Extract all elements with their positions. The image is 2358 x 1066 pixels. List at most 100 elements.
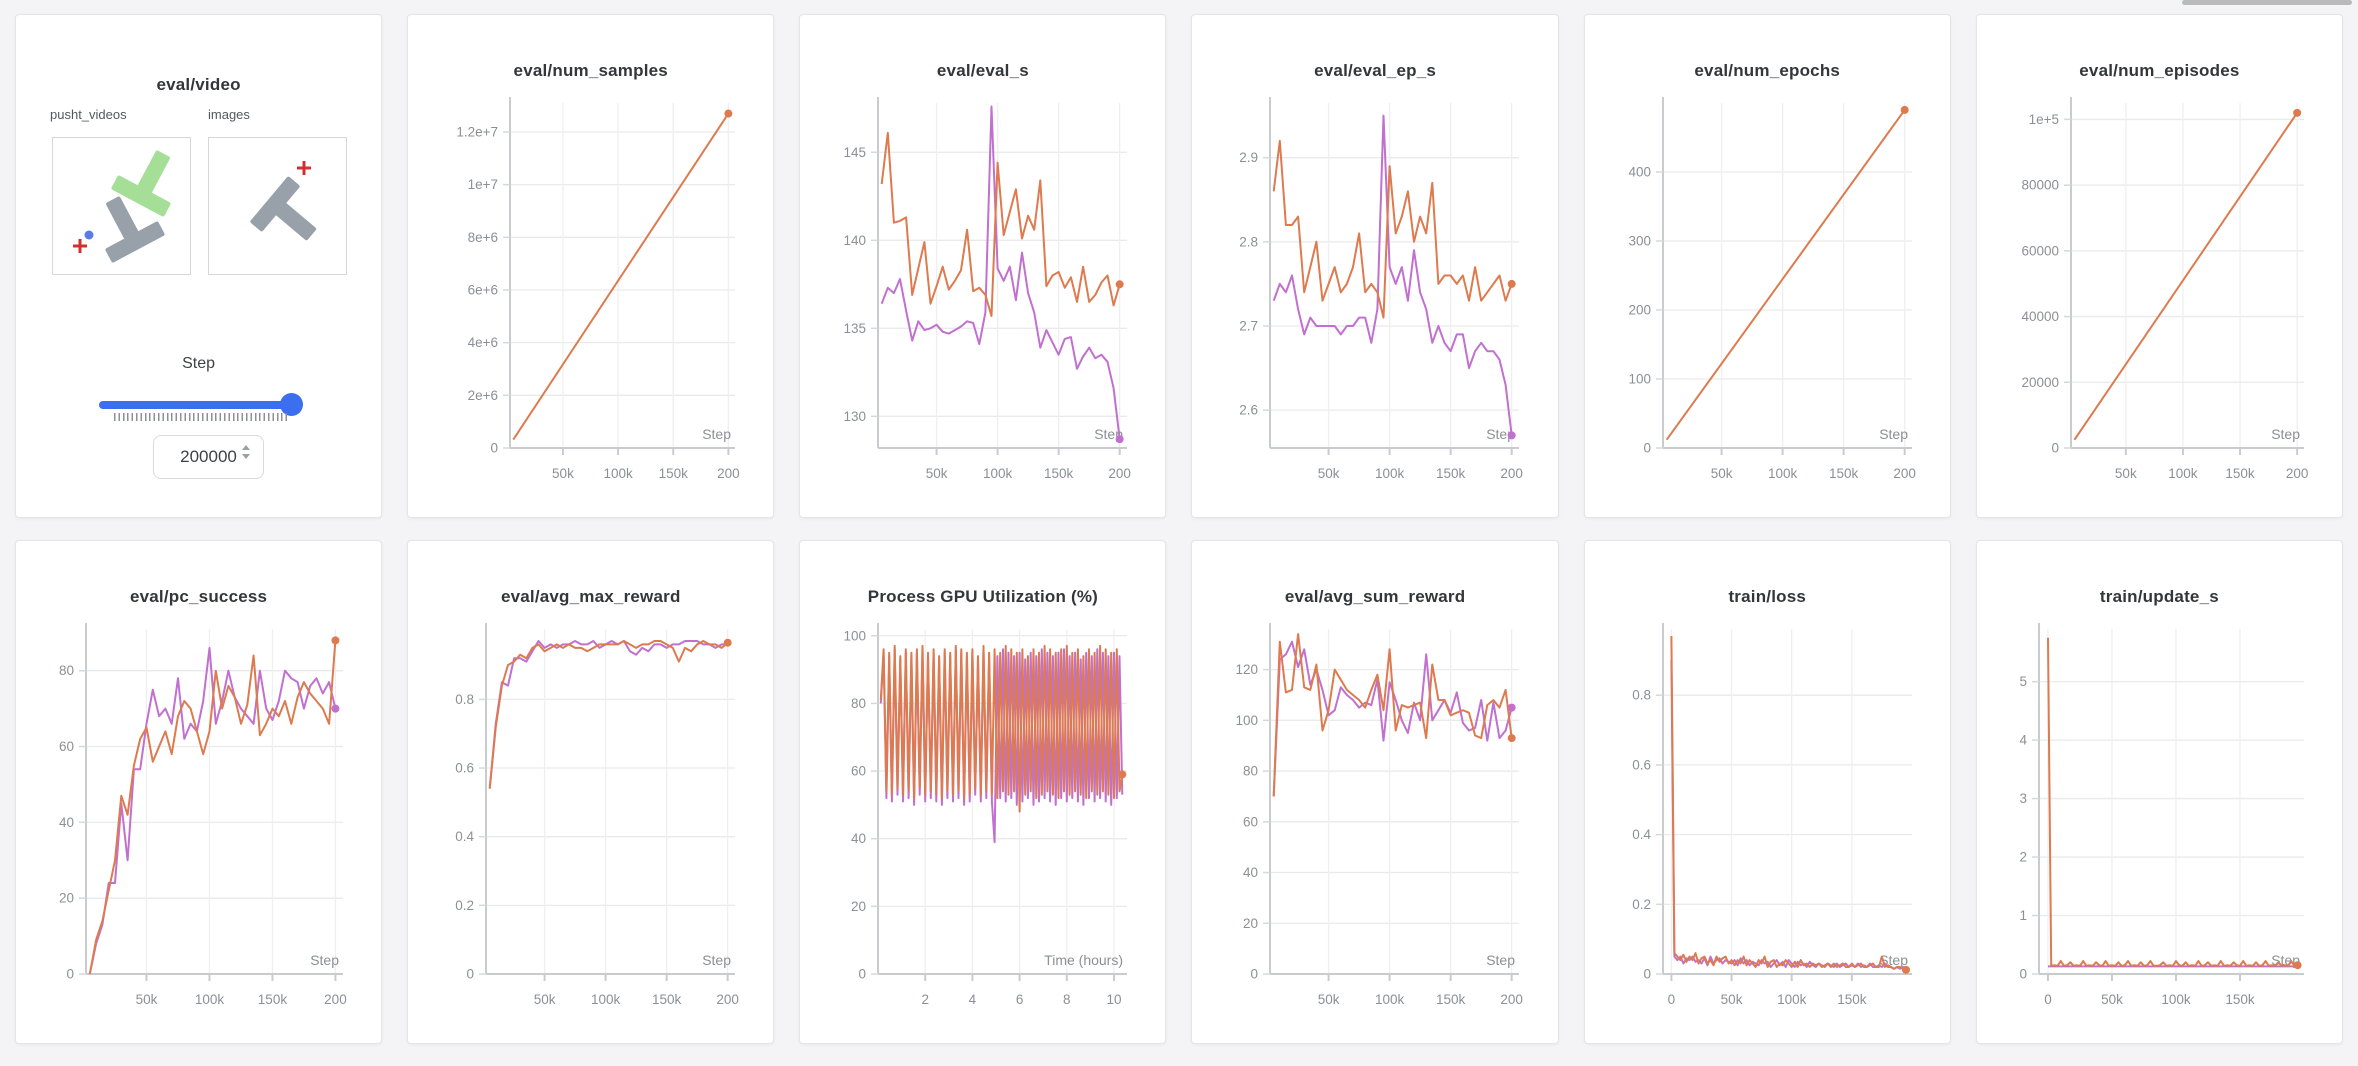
y-tick-label: 20 bbox=[59, 891, 74, 906]
x-tick-label: 200 bbox=[717, 992, 740, 1007]
series-line-purple bbox=[88, 647, 337, 975]
chart-panel-eval_eval_s: eval/eval_s 130 135 140 145 50k 100k 150k 200 St… bbox=[799, 14, 1167, 518]
chart-title: eval/avg_max_reward bbox=[500, 587, 681, 606]
chart-title: train/loss bbox=[1728, 587, 1807, 606]
chart-title: eval/num_episodes bbox=[2079, 61, 2240, 80]
pusht-scene bbox=[73, 150, 171, 263]
horizontal-scrollbar-thumb[interactable] bbox=[2182, 0, 2352, 5]
gray-t-shape bbox=[105, 196, 165, 263]
x-tick-label: 150k bbox=[1837, 992, 1867, 1007]
y-tick-label: 0 bbox=[1643, 967, 1651, 982]
series-line-orange bbox=[881, 131, 1121, 317]
y-tick-label: 1.2e+7 bbox=[456, 124, 498, 139]
y-tick-label: 0.2 bbox=[1632, 897, 1651, 912]
green-t-shape bbox=[111, 150, 171, 217]
y-tick-label: 8e+6 bbox=[468, 230, 498, 245]
series-endpoint-dot-orange bbox=[1508, 279, 1517, 288]
step-slider-track[interactable] bbox=[99, 401, 296, 409]
series-line-purple bbox=[1273, 640, 1514, 797]
chart-panel-gpu_utilization: Process GPU Utilization (%) 0 20 40 60 80 100… bbox=[799, 540, 1167, 1044]
x-tick-label: 150k bbox=[1436, 466, 1466, 481]
x-axis-label: Step bbox=[310, 952, 339, 968]
x-tick-label: 150k bbox=[258, 992, 288, 1007]
agent-dot bbox=[84, 230, 94, 240]
series-endpoint-dot-purple bbox=[1508, 703, 1517, 712]
chart-plot[interactable]: 0 20 40 60 80 100 120 50k 100k 150k 200 Step bbox=[1192, 609, 1557, 1044]
x-tick-label: 50k bbox=[1318, 466, 1340, 481]
chart-plot[interactable]: 0 0.2 0.4 0.6 0.8 50k 100k 150k 200 Step bbox=[408, 609, 773, 1044]
y-tick-label: 120 bbox=[1236, 662, 1259, 677]
series-endpoint-dot-orange bbox=[1901, 965, 1910, 974]
series-endpoint-dot-purple bbox=[1116, 435, 1125, 444]
step-slider-thumb[interactable] bbox=[280, 393, 303, 416]
x-tick-label: 200 bbox=[1893, 466, 1916, 481]
x-tick-label: 150k bbox=[1436, 992, 1466, 1007]
x-tick-label: 200 bbox=[2286, 466, 2309, 481]
x-axis-label: Step bbox=[1879, 426, 1908, 442]
y-tick-label: 2.8 bbox=[1240, 234, 1259, 249]
y-tick-label: 1e+7 bbox=[468, 177, 498, 192]
x-tick-label: 50k bbox=[1720, 992, 1742, 1007]
x-tick-label: 100k bbox=[1375, 992, 1405, 1007]
x-axis-label: Step bbox=[702, 426, 731, 442]
series-line-orange bbox=[1665, 109, 1906, 441]
series-endpoint-dot-purple bbox=[1508, 431, 1517, 440]
y-tick-label: 100 bbox=[844, 628, 867, 643]
y-tick-label: 80 bbox=[59, 663, 74, 678]
video-thumbnail-images[interactable] bbox=[208, 137, 347, 275]
y-tick-label: 80 bbox=[851, 696, 866, 711]
y-tick-label: 0.8 bbox=[1632, 688, 1651, 703]
x-tick-label: 10 bbox=[1107, 992, 1122, 1007]
decrement-icon[interactable] bbox=[242, 454, 250, 459]
chart-title: eval/num_samples bbox=[513, 61, 668, 80]
x-tick-label: 100k bbox=[1777, 992, 1807, 1007]
y-tick-label: 135 bbox=[844, 321, 867, 336]
y-tick-label: 300 bbox=[1628, 234, 1651, 249]
chart-panel-eval_num_episodes: eval/num_episodes 0 20000 40000 60000 80000 1… bbox=[1975, 14, 2343, 518]
x-tick-label: 100k bbox=[604, 466, 634, 481]
x-tick-label: 150k bbox=[2225, 466, 2255, 481]
increment-icon[interactable] bbox=[242, 445, 250, 450]
x-tick-label: 4 bbox=[969, 992, 977, 1007]
x-tick-label: 6 bbox=[1016, 992, 1024, 1007]
x-tick-label: 50k bbox=[1318, 992, 1340, 1007]
series-line-purple bbox=[1670, 660, 1907, 970]
x-axis-label: Time (hours) bbox=[1045, 952, 1124, 968]
series-line-purple bbox=[1273, 114, 1514, 436]
y-tick-label: 400 bbox=[1628, 165, 1651, 180]
media-key-label: pusht_videos bbox=[50, 107, 127, 122]
y-tick-label: 40000 bbox=[2021, 309, 2059, 324]
chart-plot[interactable]: 0 2e+6 4e+6 6e+6 8e+6 1e+7 1.2e+7 50k 100k 150k 20… bbox=[408, 83, 773, 518]
y-tick-label: 1e+5 bbox=[2028, 112, 2058, 127]
y-tick-label: 130 bbox=[844, 409, 867, 424]
series-line-orange bbox=[1273, 139, 1514, 319]
x-tick-label: 200 bbox=[1501, 992, 1524, 1007]
chart-plot[interactable]: 0 20000 40000 60000 80000 1e+5 50k 100k 150k 200 S… bbox=[1977, 83, 2342, 518]
y-tick-label: 2 bbox=[2019, 850, 2027, 865]
y-tick-label: 5 bbox=[2019, 674, 2027, 689]
chart-plot[interactable]: 0 20 40 60 80 100 2 4 6 8 10 Time (hours) bbox=[800, 609, 1165, 1044]
y-tick-label: 0.2 bbox=[455, 898, 474, 913]
y-tick-label: 100 bbox=[1236, 713, 1259, 728]
goal-cross-icon bbox=[73, 239, 87, 253]
x-tick-label: 150k bbox=[2225, 992, 2255, 1007]
x-tick-label: 150k bbox=[1044, 466, 1074, 481]
x-tick-label: 100k bbox=[1375, 466, 1405, 481]
chart-plot[interactable]: 2.6 2.7 2.8 2.9 50k 100k 150k 200 Step bbox=[1192, 83, 1557, 518]
stepper-arrows[interactable] bbox=[242, 445, 250, 459]
y-tick-label: 2.7 bbox=[1240, 318, 1259, 333]
y-tick-label: 2e+6 bbox=[468, 388, 498, 403]
chart-plot[interactable]: 0 20 40 60 80 50k 100k 150k 200 Step bbox=[16, 609, 381, 1044]
series-endpoint-dot-orange bbox=[2292, 108, 2301, 117]
chart-title: Process GPU Utilization (%) bbox=[867, 587, 1099, 606]
chart-plot[interactable]: 0 100 200 300 400 50k 100k 150k 200 Step bbox=[1585, 83, 1950, 518]
x-tick-label: 50k bbox=[2101, 992, 2123, 1007]
video-thumbnail-pusht[interactable] bbox=[52, 137, 191, 275]
step-number-input[interactable]: 200000 bbox=[153, 435, 264, 479]
x-tick-label: 150k bbox=[659, 466, 689, 481]
panel-title: eval/video bbox=[156, 75, 241, 94]
series-endpoint-dot-orange bbox=[723, 638, 732, 647]
